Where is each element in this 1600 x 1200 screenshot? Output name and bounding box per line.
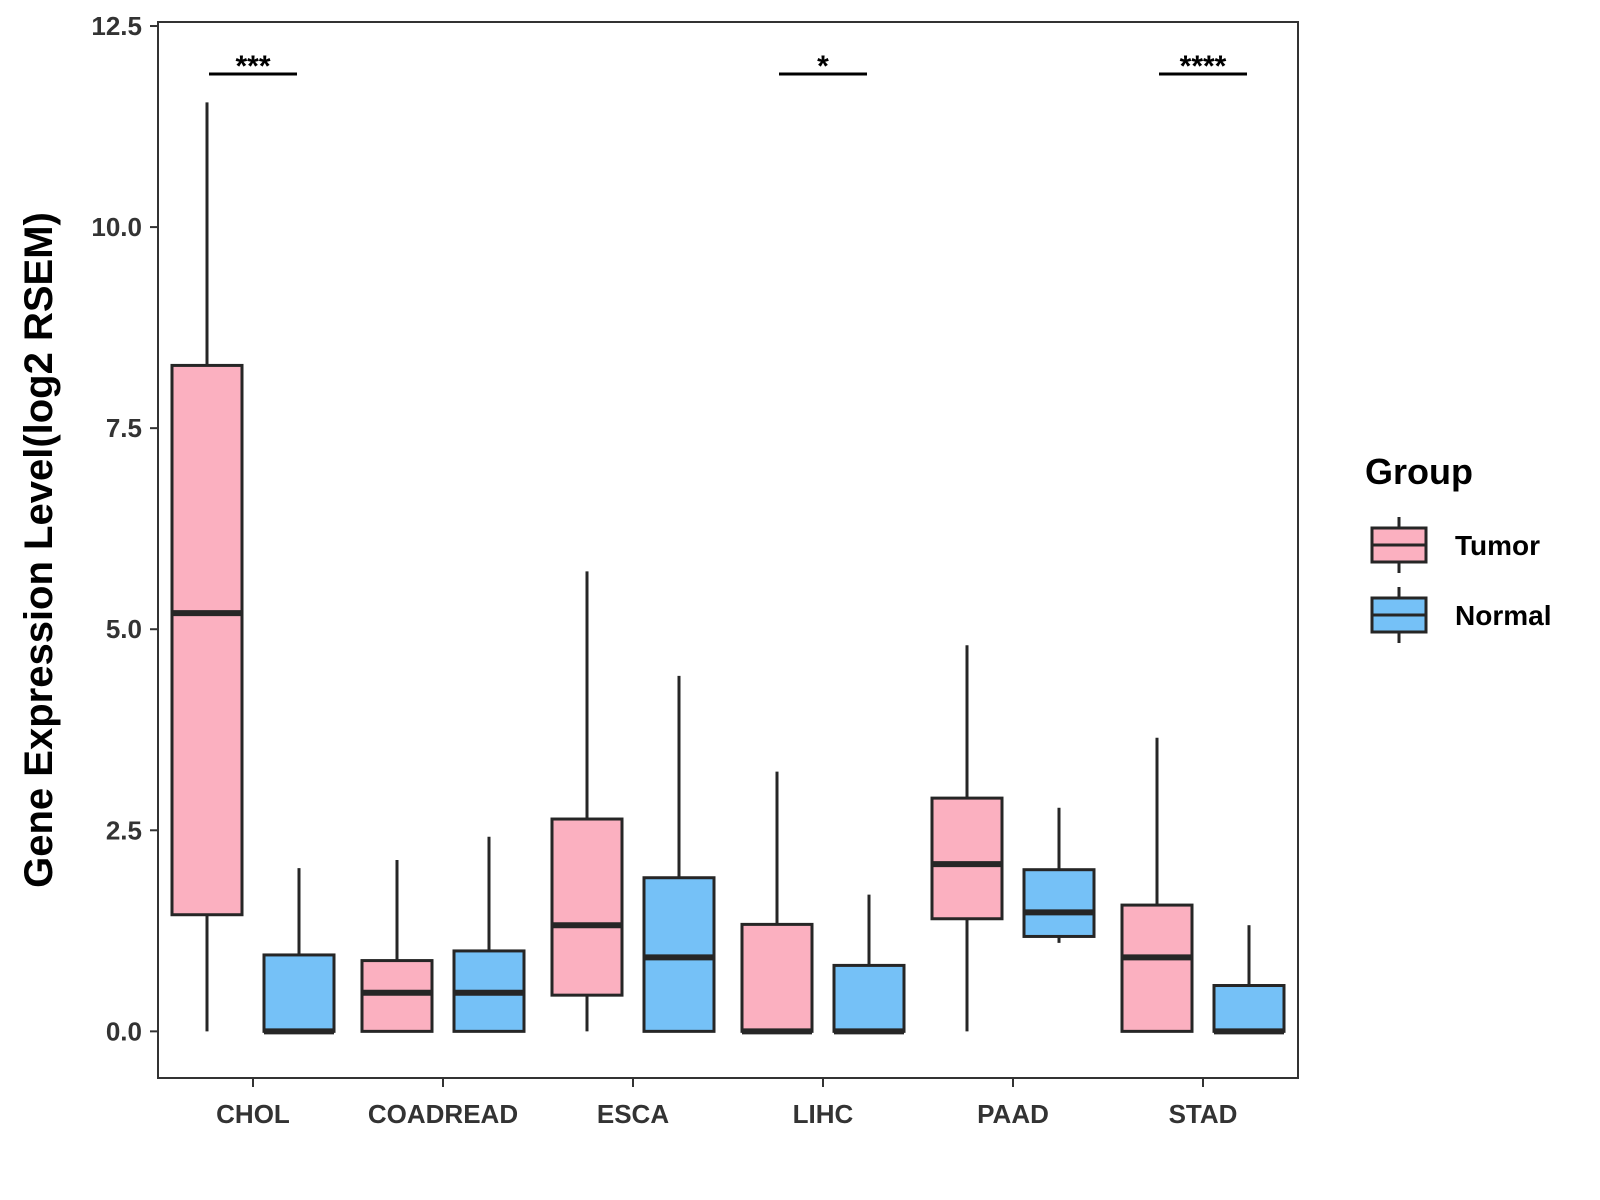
y-axis: 0.0 2.5 5.0 7.5 10.0 12.5 (91, 11, 158, 1046)
box-series (170, 102, 1286, 1035)
plot-panel (157, 21, 1299, 1079)
x-tick-label: LIHC (793, 1099, 854, 1129)
box-normal-esca (642, 675, 716, 1033)
y-axis-title: Gene Expression Level(log2 RSEM) (17, 212, 61, 888)
x-tick-label: ESCA (597, 1099, 669, 1129)
legend-title: Group (1365, 451, 1473, 492)
box-tumor-chol (170, 102, 244, 1032)
significance-label: * (817, 50, 829, 83)
y-tick-label: 10.0 (91, 212, 142, 242)
y-tick-label: 0.0 (106, 1016, 142, 1046)
y-tick-label: 2.5 (106, 815, 142, 845)
y-tick-label: 12.5 (91, 11, 142, 41)
significance-label: **** (1180, 50, 1227, 83)
box-tumor-stad (1120, 737, 1194, 1033)
box-normal-chol (262, 868, 336, 1035)
box-normal-coadread (452, 836, 526, 1033)
x-tick-label: STAD (1169, 1099, 1238, 1129)
box-tumor-coadread (360, 860, 434, 1033)
box-normal-stad (1212, 925, 1286, 1035)
box-tumor-lihc (740, 771, 814, 1035)
box-body (170, 363, 244, 917)
box-normal-paad (1022, 807, 1096, 943)
y-tick-label: 5.0 (106, 614, 142, 644)
legend-label: Normal (1455, 600, 1551, 631)
legend-item-normal: Normal (1370, 587, 1551, 643)
box-body (360, 959, 434, 1033)
legend-item-tumor: Tumor (1370, 517, 1540, 573)
box-body (550, 817, 624, 997)
legend: Group Tumor Normal (1365, 451, 1551, 643)
significance-label: *** (235, 50, 270, 83)
box-body (930, 796, 1004, 921)
box-body (832, 963, 906, 1033)
x-tick-label: PAAD (977, 1099, 1049, 1129)
box-body (1022, 868, 1096, 938)
box-body (1212, 984, 1286, 1033)
x-tick-label: COADREAD (368, 1099, 518, 1129)
box-normal-lihc (832, 894, 906, 1035)
legend-label: Tumor (1455, 530, 1540, 561)
box-body (262, 953, 336, 1033)
x-tick-label: CHOL (216, 1099, 290, 1129)
x-axis: CHOL COADREAD ESCA LIHC PAAD STAD (216, 1078, 1237, 1129)
box-body (740, 922, 814, 1033)
box-tumor-esca (550, 571, 624, 1032)
y-tick-label: 7.5 (106, 413, 142, 443)
box-body (1120, 903, 1194, 1033)
significance-annotations: *** * **** (209, 50, 1247, 83)
box-tumor-paad (930, 645, 1004, 1032)
